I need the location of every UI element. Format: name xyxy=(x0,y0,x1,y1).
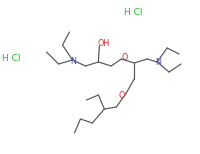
Text: OH: OH xyxy=(97,38,109,47)
Text: H Cl: H Cl xyxy=(2,53,21,63)
Text: O: O xyxy=(121,53,127,61)
Text: O: O xyxy=(118,91,124,99)
Text: H Cl: H Cl xyxy=(124,8,142,16)
Text: N: N xyxy=(71,57,76,65)
Text: N: N xyxy=(155,57,161,67)
